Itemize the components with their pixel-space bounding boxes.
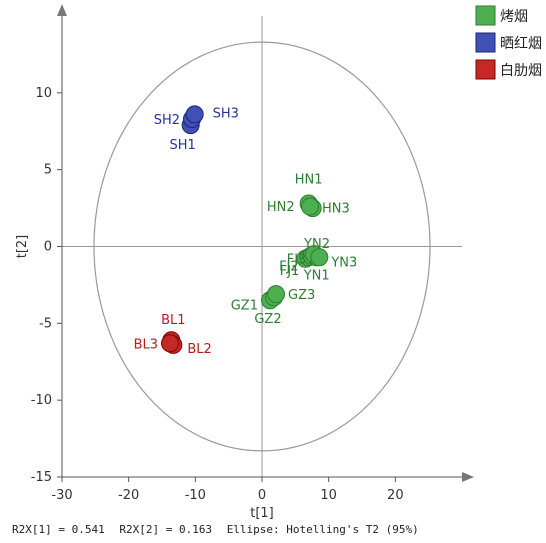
point-label-yn3: YN3 xyxy=(330,255,357,270)
y-tick-label: -10 xyxy=(31,393,52,408)
legend-swatch-0 xyxy=(475,5,496,26)
x-tick-label: -20 xyxy=(118,488,139,503)
point-label-yn2: YN2 xyxy=(303,237,330,252)
point-label-bl1: BL1 xyxy=(161,313,185,328)
ellipse-note: Ellipse: Hotelling's T2 (95%) xyxy=(226,523,419,536)
point-label-bl3: BL3 xyxy=(134,337,158,352)
legend-label-1: 晒红烟 xyxy=(500,36,542,52)
x-tick-label: 10 xyxy=(320,488,337,503)
y-axis-label: t[2] xyxy=(15,235,30,259)
legend-label-2: 白肋烟 xyxy=(500,63,542,79)
x-axis-arrow xyxy=(462,472,474,482)
point-bl3 xyxy=(161,334,179,353)
footer-stats: R2X[1] = 0.541 R2X[2] = 0.163 Ellipse: H… xyxy=(12,523,427,536)
point-label-fj1: FJ1 xyxy=(280,264,300,279)
x-tick-label: -10 xyxy=(185,488,206,503)
legend-label-0: 烤烟 xyxy=(500,9,528,25)
point-label-sh2: SH2 xyxy=(154,113,180,128)
x-axis-label: t[1] xyxy=(250,506,274,521)
y-tick-label: -15 xyxy=(31,470,52,485)
point-label-fj3: FJ3 xyxy=(287,253,307,268)
x-tick-label: -30 xyxy=(51,488,72,503)
point-label-hn2: HN2 xyxy=(267,200,295,215)
point-label-hn3: HN3 xyxy=(322,202,350,217)
point-label-gz3: GZ3 xyxy=(288,288,315,303)
point-gz3 xyxy=(267,285,285,304)
point-yn3 xyxy=(310,248,329,267)
point-label-sh3: SH3 xyxy=(213,106,239,121)
x-tick-label: 0 xyxy=(258,488,266,503)
legend-swatch-2 xyxy=(475,59,496,80)
legend-swatch-1 xyxy=(475,32,496,53)
point-label-sh1: SH1 xyxy=(170,138,196,153)
r2x1-text: R2X[1] = 0.541 xyxy=(12,523,105,536)
point-sh3 xyxy=(185,105,204,124)
point-label-gz2: GZ2 xyxy=(254,312,281,327)
r2x2-text: R2X[2] = 0.163 xyxy=(119,523,213,536)
point-label-yn1: YN1 xyxy=(303,268,330,283)
x-tick-label: 20 xyxy=(387,488,404,503)
point-hn3 xyxy=(301,197,319,216)
y-axis-arrow xyxy=(57,4,67,16)
point-label-bl2: BL2 xyxy=(187,342,211,357)
point-label-fj2: FJ2 xyxy=(279,259,299,274)
point-label-gz1: GZ1 xyxy=(231,298,258,313)
y-tick-label: 5 xyxy=(44,163,52,178)
y-tick-label: 10 xyxy=(35,86,52,101)
y-tick-label: 0 xyxy=(44,240,52,255)
y-tick-label: -5 xyxy=(39,316,52,331)
point-label-hn1: HN1 xyxy=(295,172,323,187)
